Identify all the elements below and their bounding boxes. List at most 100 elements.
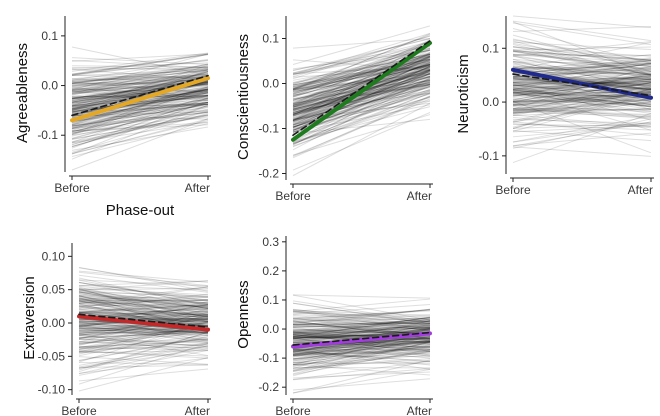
individual-line [78, 346, 209, 351]
individual-line [71, 110, 209, 147]
individual-line [292, 73, 431, 128]
individual-line [512, 60, 652, 89]
individual-line [292, 348, 431, 370]
individual-line [512, 73, 652, 101]
individual-line [292, 92, 431, 148]
individual-line [292, 43, 431, 89]
individual-line [292, 331, 431, 340]
individual-line [292, 330, 431, 335]
individual-line [71, 90, 209, 129]
individual-line [292, 63, 431, 101]
individual-line [71, 59, 209, 76]
individual-line [292, 314, 431, 329]
individual-line [71, 75, 209, 93]
individual-line [71, 76, 209, 109]
panel-conscientiousness: -0.2 -0.1 0.0 0.1 Before After Conscientiousne… [235, 16, 433, 203]
individual-line [292, 337, 431, 353]
individual-line [512, 90, 652, 99]
individual-line [78, 331, 209, 339]
individual-line [292, 43, 431, 90]
individual-line [292, 331, 431, 356]
individual-line [78, 279, 209, 306]
individual-line [78, 325, 209, 348]
individual-line [292, 50, 431, 70]
individual-line [292, 59, 431, 107]
individual-line [292, 322, 431, 326]
individual-line [512, 98, 652, 106]
individual-line [292, 63, 431, 110]
individual-line [78, 311, 209, 343]
individual-line [78, 299, 209, 304]
individual-line [71, 101, 209, 139]
individual-line [512, 108, 652, 120]
individual-line [292, 350, 431, 373]
individual-line [292, 340, 431, 351]
individual-line [292, 81, 431, 116]
individual-line [71, 89, 209, 92]
individual-line [512, 121, 652, 136]
individual-line [512, 84, 652, 91]
x-tick-label: Before [275, 404, 311, 416]
individual-line [292, 75, 431, 126]
individual-line [292, 349, 431, 366]
individual-line [71, 95, 209, 143]
individual-line [292, 89, 431, 120]
individual-line [292, 364, 431, 376]
individual-line [71, 106, 209, 148]
individual-line [512, 98, 652, 103]
individual-line [292, 322, 431, 344]
individual-line [512, 86, 652, 107]
individual-line [71, 95, 209, 98]
individual-line [292, 64, 431, 100]
individual-line [292, 298, 431, 313]
individual-line [512, 90, 652, 131]
individual-line [292, 92, 431, 111]
individual-line [292, 79, 431, 120]
individual-line [292, 77, 431, 143]
individual-line [78, 322, 209, 334]
individual-line [512, 21, 652, 76]
individual-line [292, 313, 431, 322]
individual-line [512, 115, 652, 143]
individual-line [512, 110, 652, 118]
individual-line [292, 330, 431, 334]
individual-line [292, 349, 431, 356]
individual-line [71, 88, 209, 124]
individual-line [292, 339, 431, 361]
individual-line [292, 38, 431, 72]
individual-line [78, 312, 209, 316]
individual-line [292, 320, 431, 346]
individual-line [292, 344, 431, 359]
individual-line [292, 56, 431, 116]
individual-line [292, 65, 431, 91]
individual-line [292, 319, 431, 332]
individual-line [512, 100, 652, 154]
individual-line [78, 281, 209, 310]
individual-line [292, 361, 431, 365]
individual-line [512, 67, 652, 76]
individual-line [71, 46, 209, 76]
panel-agreeableness: -0.1 0.0 0.1 Before After Agreeableness [14, 16, 211, 195]
individual-line [71, 90, 209, 122]
individual-line [292, 58, 431, 87]
individual-line [292, 321, 431, 326]
individual-line [71, 89, 209, 124]
individual-line [292, 337, 431, 357]
individual-line [292, 59, 431, 109]
individual-line [292, 341, 431, 372]
individual-line [512, 42, 652, 68]
individual-line [292, 310, 431, 320]
individual-line [71, 92, 209, 114]
individual-line [71, 105, 209, 119]
individual-line [512, 100, 652, 123]
individual-line [512, 78, 652, 99]
individual-line [512, 59, 652, 76]
individual-line [292, 324, 431, 330]
individual-line [292, 63, 431, 90]
individual-line [78, 288, 209, 309]
individual-line [292, 58, 431, 86]
individual-line [292, 33, 431, 91]
individual-line [71, 67, 209, 71]
individual-line [78, 315, 209, 346]
individual-line [292, 351, 431, 362]
